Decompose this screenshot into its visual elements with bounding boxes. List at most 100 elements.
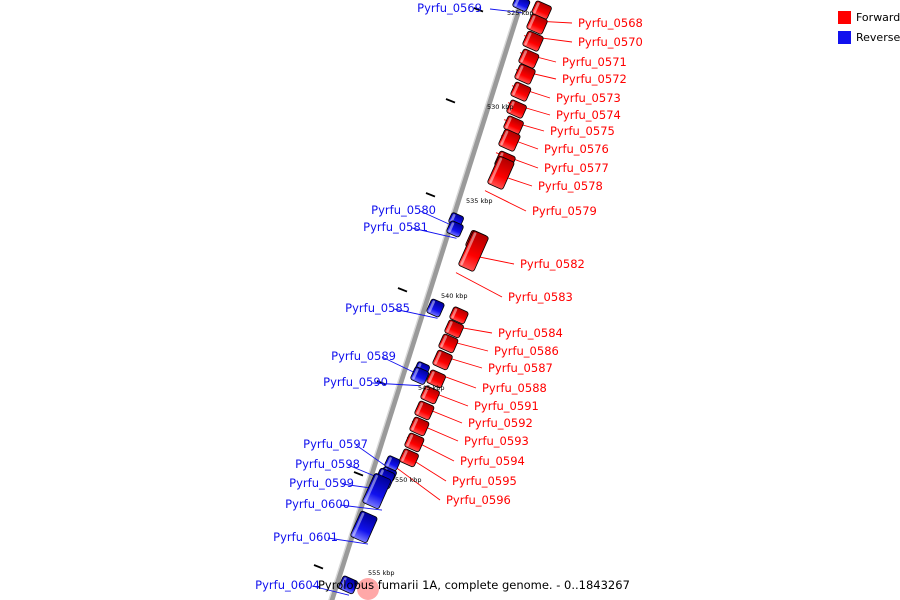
gene-body[interactable] [426,298,445,318]
gene-feature-pyrfu_0574[interactable] [510,81,532,102]
gene-label-pyrfu_0591[interactable]: Pyrfu_0591 [474,399,539,413]
gene-body[interactable] [526,13,548,35]
gene-label-pyrfu_0583[interactable]: Pyrfu_0583 [508,290,573,304]
gene-label-pyrfu_0577[interactable]: Pyrfu_0577 [544,161,609,175]
axis-tick [353,471,364,477]
gene-label-pyrfu_0595[interactable]: Pyrfu_0595 [452,474,517,488]
gene-body[interactable] [449,306,469,325]
gene-label-pyrfu_0578[interactable]: Pyrfu_0578 [538,179,603,193]
gene-label-pyrfu_0585[interactable]: Pyrfu_0585 [345,301,410,315]
gene-label-pyrfu_0589[interactable]: Pyrfu_0589 [331,349,396,363]
legend-item-reverse: Reverse [838,28,900,46]
gene-feature-pyrfu_0584[interactable] [449,306,469,325]
label-leader-line [411,227,457,239]
gene-feature-pyrfu_0592[interactable] [420,385,440,405]
gene-body[interactable] [338,575,358,595]
gene-feature-pyrfu_0581[interactable] [446,220,464,238]
gene-label-pyrfu_0588[interactable]: Pyrfu_0588 [482,381,547,395]
gene-feature-pyrfu_0590[interactable] [410,366,429,385]
gene-label-pyrfu_0604[interactable]: Pyrfu_0604 [255,578,320,592]
gene-feature-pyrfu_0570[interactable] [526,13,548,35]
gene-body[interactable] [522,30,544,52]
gene-label-pyrfu_0596[interactable]: Pyrfu_0596 [446,493,511,507]
gene-label-pyrfu_0584[interactable]: Pyrfu_0584 [498,326,563,340]
gene-body[interactable] [506,99,527,119]
gene-label-pyrfu_0581[interactable]: Pyrfu_0581 [363,220,428,234]
gene-feature-pyrfu_0595[interactable] [404,432,425,453]
gene-feature-pyrfu_0571[interactable] [522,30,544,52]
gene-label-pyrfu_0586[interactable]: Pyrfu_0586 [494,344,559,358]
origin-marker-layer [357,578,379,600]
gene-body[interactable] [414,400,435,421]
gene-body[interactable] [420,385,440,405]
gene-body[interactable] [446,220,464,238]
gene-feature-pyrfu_0604[interactable] [338,575,358,595]
gene-feature-pyrfu_0587[interactable] [438,333,459,354]
gene-label-pyrfu_0587[interactable]: Pyrfu_0587 [488,361,553,375]
gene-label-pyrfu_0592[interactable]: Pyrfu_0592 [468,416,533,430]
gene-label-pyrfu_0576[interactable]: Pyrfu_0576 [544,142,609,156]
gene-feature-pyrfu_0585[interactable] [426,298,445,318]
gene-feature-pyrfu_0600[interactable] [362,473,392,510]
gene-feature-pyrfu_0583[interactable] [458,230,489,272]
gene-body[interactable] [432,349,453,371]
gene-label-pyrfu_0582[interactable]: Pyrfu_0582 [520,257,585,271]
gene-feature-pyrfu_0572[interactable] [518,48,540,69]
gene-feature-pyrfu_0576[interactable] [503,115,524,135]
gene-highlight [406,434,414,447]
gene-feature-pyrfu_0596[interactable] [399,448,419,468]
gene-feature-pyrfu_0579[interactable] [487,155,515,190]
gene-label-pyrfu_0594[interactable]: Pyrfu_0594 [460,454,525,468]
gene-feature-pyrfu_0586[interactable] [444,319,464,339]
gene-label-pyrfu_0600[interactable]: Pyrfu_0600 [285,497,350,511]
gene-body[interactable] [510,81,532,102]
gene-feature-pyrfu_0594[interactable] [409,416,430,437]
gene-body[interactable] [410,366,429,385]
gene-label-pyrfu_0601[interactable]: Pyrfu_0601 [273,530,338,544]
gene-label-pyrfu_0574[interactable]: Pyrfu_0574 [556,108,621,122]
gene-body[interactable] [409,416,430,437]
gene-body[interactable] [404,432,425,453]
gene-body[interactable] [362,473,392,510]
gene-body[interactable] [498,128,521,152]
gene-feature-pyrfu_0569[interactable] [512,0,531,12]
gene-label-pyrfu_0573[interactable]: Pyrfu_0573 [556,91,621,105]
gene-feature-pyrfu_0601[interactable] [350,510,378,543]
gene-label-pyrfu_0568[interactable]: Pyrfu_0568 [578,16,643,30]
gene-body[interactable] [514,63,536,85]
gene-body[interactable] [512,0,531,12]
gene-label-pyrfu_0598[interactable]: Pyrfu_0598 [295,457,360,471]
gene-feature-pyrfu_0591[interactable] [426,369,446,389]
gene-feature-pyrfu_0575[interactable] [506,99,527,119]
gene-label-pyrfu_0579[interactable]: Pyrfu_0579 [532,204,597,218]
gene-body[interactable] [399,448,419,468]
gene-label-pyrfu_0593[interactable]: Pyrfu_0593 [464,434,529,448]
gene-feature-pyrfu_0588[interactable] [432,349,453,371]
gene-label-pyrfu_0597[interactable]: Pyrfu_0597 [303,437,368,451]
gene-body[interactable] [487,155,515,190]
gene-label-pyrfu_0599[interactable]: Pyrfu_0599 [289,476,354,490]
gene-body[interactable] [426,369,446,389]
gene-highlight [533,2,540,14]
origin-marker [357,578,379,600]
axis-tick-label: 550 kbp [395,476,422,484]
gene-body[interactable] [458,230,489,272]
gene-label-pyrfu_0575[interactable]: Pyrfu_0575 [550,124,615,138]
gene-label-pyrfu_0569[interactable]: Pyrfu_0569 [417,1,482,15]
gene-body[interactable] [438,333,459,354]
gene-feature-pyrfu_0573[interactable] [514,63,536,85]
gene-label-pyrfu_0571[interactable]: Pyrfu_0571 [562,55,627,69]
gene-body[interactable] [444,319,464,339]
gene-highlight [386,457,392,467]
gene-label-pyrfu_0580[interactable]: Pyrfu_0580 [371,203,436,217]
gene-label-pyrfu_0590[interactable]: Pyrfu_0590 [323,375,388,389]
gene-body[interactable] [350,510,378,543]
gene-highlight [508,101,515,113]
gene-label-pyrfu_0570[interactable]: Pyrfu_0570 [578,35,643,49]
gene-highlight [500,130,509,146]
gene-feature-pyrfu_0593[interactable] [414,400,435,421]
gene-feature-pyrfu_0577[interactable] [498,128,521,152]
gene-label-pyrfu_0572[interactable]: Pyrfu_0572 [562,72,627,86]
gene-highlight [448,222,455,233]
